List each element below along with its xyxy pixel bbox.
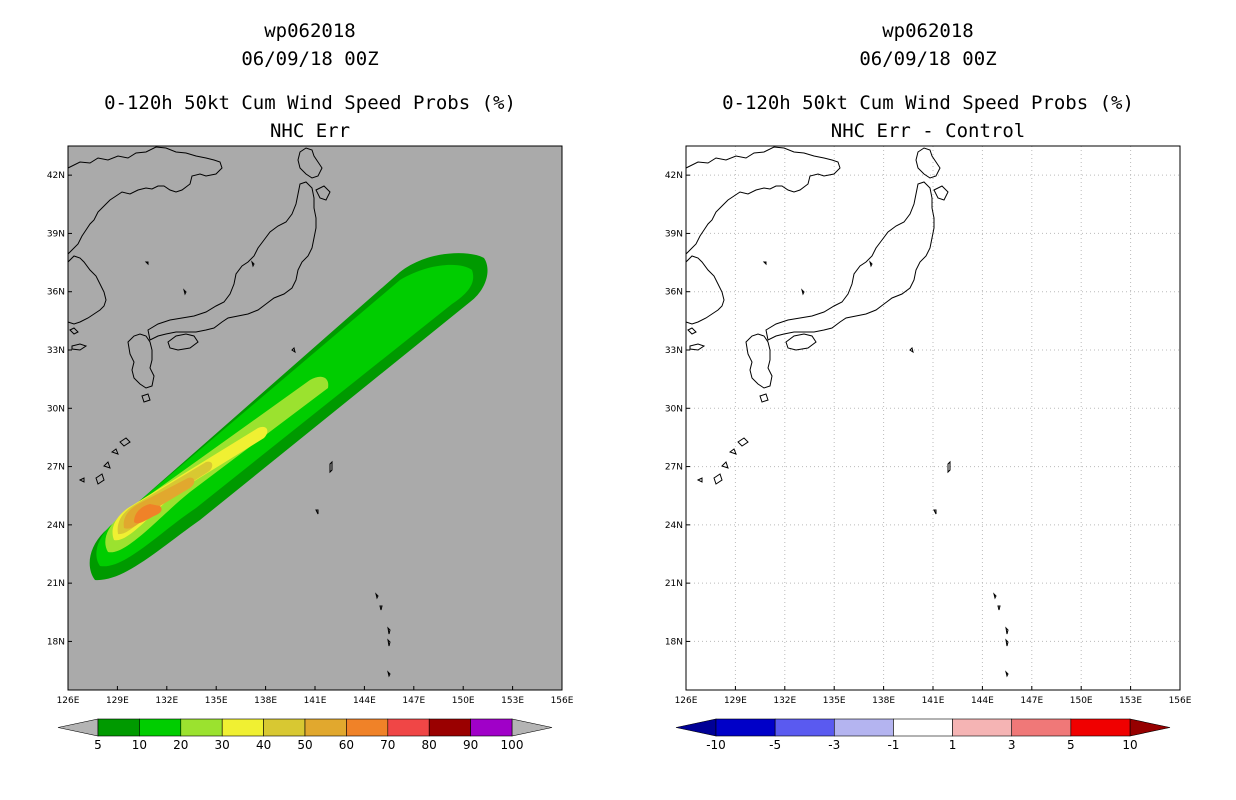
right-axes: 42N 39N 36N 33N 30N 27N 24N 21N 18N 126E 129E 132E 1… [665, 171, 1192, 706]
colorbar-label: -1 [887, 738, 899, 752]
colorbar-swatch [833, 718, 894, 737]
lon-label: 144E [353, 696, 376, 706]
lon-label: 150E [452, 696, 475, 706]
lat-label: 21N [665, 579, 683, 589]
colorbar-label: 3 [1008, 738, 1016, 752]
lat-label: 39N [665, 229, 683, 239]
lon-label: 141E [922, 696, 945, 706]
lon-label: 129E [724, 696, 747, 706]
colorbar-swatch [774, 718, 835, 737]
left-map-panel: 42N 39N 36N 33N 30N 27N 24N 21N 18N 126E 129E 132E 1… [47, 145, 574, 706]
colorbar-swatch [428, 718, 471, 737]
colorbar-label: 90 [463, 738, 478, 752]
lon-label: 153E [1119, 696, 1142, 706]
colorbar-label: 30 [215, 738, 230, 752]
colorbar-label: -3 [828, 738, 840, 752]
lat-label: 24N [665, 521, 683, 531]
lat-label: 21N [47, 579, 65, 589]
lat-label: 36N [47, 288, 65, 298]
colorbar-high-arrow [1129, 718, 1171, 737]
colorbar-swatch [346, 718, 389, 737]
lon-label: 144E [971, 696, 994, 706]
colorbar-label: 5 [94, 738, 102, 752]
colorbar-swatch [1011, 718, 1072, 737]
lon-label: 141E [304, 696, 327, 706]
right-title-date: 06/09/18 00Z [859, 48, 997, 70]
right-title-product: 0-120h 50kt Cum Wind Speed Probs (%) [722, 92, 1134, 114]
colorbar-label: 50 [297, 738, 312, 752]
colorbar-swatch [97, 718, 140, 737]
colorbar-swatch [180, 718, 223, 737]
lat-label: 33N [665, 346, 683, 356]
colorbar-low-arrow [57, 718, 99, 737]
lon-label: 135E [823, 696, 846, 706]
colorbar-swatch [139, 718, 182, 737]
colorbar-label: 60 [339, 738, 354, 752]
colorbar-label: -10 [706, 738, 726, 752]
colorbar-swatch [893, 718, 953, 737]
colorbar-label: 1 [949, 738, 957, 752]
colorbar-swatch [952, 718, 1013, 737]
left-title-product: 0-120h 50kt Cum Wind Speed Probs (%) [104, 92, 516, 114]
lat-label: 42N [47, 171, 65, 181]
left-title-date: 06/09/18 00Z [241, 48, 379, 70]
lat-label: 18N [665, 637, 683, 647]
lat-label: 27N [47, 463, 65, 473]
lat-label: 42N [665, 171, 683, 181]
lon-label: 153E [501, 696, 524, 706]
colorbar-low-arrow [675, 718, 717, 737]
colorbar-label: 40 [256, 738, 271, 752]
swath-contour-60 [134, 504, 162, 524]
left-title-scenario: NHC Err [269, 120, 351, 142]
left-colorbar: 5 10 20 30 40 50 60 70 80 90 100 [57, 718, 553, 752]
lat-label: 24N [47, 521, 65, 531]
colorbar-swatch [387, 718, 430, 737]
lat-label: 18N [47, 637, 65, 647]
lat-label: 36N [665, 288, 683, 298]
colorbar-swatch [221, 718, 264, 737]
colorbar-label: 70 [380, 738, 395, 752]
lon-label: 138E [872, 696, 895, 706]
lat-label: 39N [47, 229, 65, 239]
lon-label: 126E [675, 696, 698, 706]
lat-label: 27N [665, 463, 683, 473]
right-colorbar: -10 -5 -3 -1 1 3 5 10 [675, 718, 1171, 752]
lon-label: 138E [254, 696, 277, 706]
lon-label: 135E [205, 696, 228, 706]
right-gridlines [686, 146, 1180, 690]
left-title-storm-id: wp062018 [264, 20, 356, 42]
lon-label: 132E [773, 696, 796, 706]
lat-label: 30N [665, 404, 683, 414]
colorbar-label: 20 [173, 738, 188, 752]
colorbar-label: 100 [501, 738, 524, 752]
probability-swath [89, 253, 488, 581]
lon-label: 132E [155, 696, 178, 706]
lon-label: 156E [1169, 696, 1192, 706]
right-title-storm-id: wp062018 [882, 20, 974, 42]
colorbar-label: 10 [1122, 738, 1137, 752]
colorbar-swatch [304, 718, 347, 737]
right-map-panel: 42N 39N 36N 33N 30N 27N 24N 21N 18N 126E 129E 132E 1… [665, 145, 1192, 706]
lon-label: 147E [1020, 696, 1043, 706]
lat-label: 30N [47, 404, 65, 414]
right-title-scenario: NHC Err - Control [830, 120, 1026, 142]
colorbar-label: -5 [769, 738, 781, 752]
lon-label: 150E [1070, 696, 1093, 706]
lon-label: 126E [57, 696, 80, 706]
colorbar-swatch [263, 718, 306, 737]
colorbar-label: 10 [132, 738, 147, 752]
lat-label: 33N [47, 346, 65, 356]
colorbar-swatch [715, 718, 776, 737]
left-axes: 42N 39N 36N 33N 30N 27N 24N 21N 18N 126E 129E 132E 1… [47, 171, 574, 706]
colorbar-label: 5 [1067, 738, 1075, 752]
colorbar-high-arrow [511, 718, 553, 737]
lon-label: 147E [402, 696, 425, 706]
colorbar-swatch [1070, 718, 1131, 737]
lon-label: 129E [106, 696, 129, 706]
colorbar-label: 80 [422, 738, 437, 752]
colorbar-swatch [470, 718, 513, 737]
lon-label: 156E [551, 696, 574, 706]
